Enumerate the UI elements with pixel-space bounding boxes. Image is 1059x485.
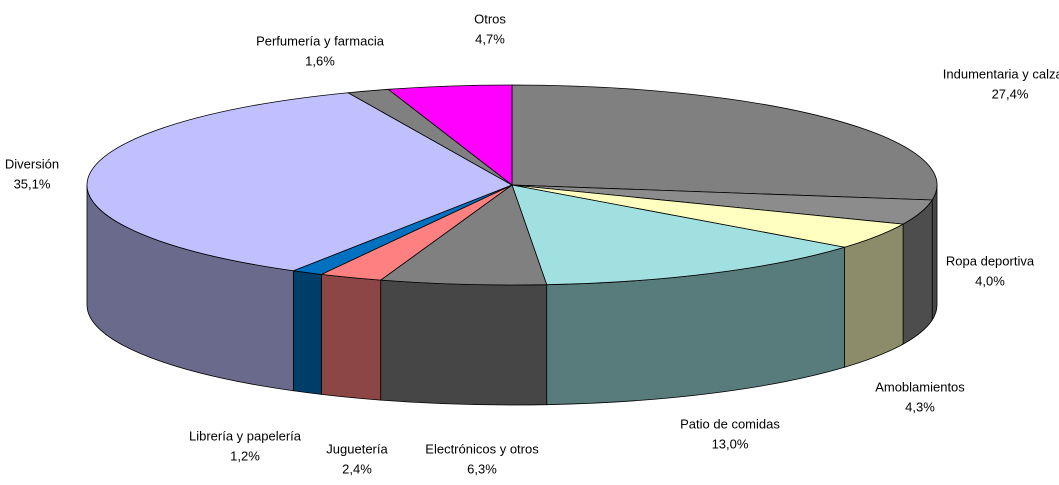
slice (511, 84, 938, 201)
value-label: 35,1% (14, 176, 51, 191)
slice-label: Indumentaria y calzado (943, 66, 1059, 81)
slice-side (931, 184, 938, 322)
slice-label: Perfumería y farmacia (256, 33, 385, 48)
value-label: 4,3% (905, 399, 935, 414)
slice (379, 184, 548, 286)
value-label: 1,2% (230, 448, 260, 463)
value-label: 4,7% (475, 31, 505, 46)
slice-label: Juguetería (326, 441, 388, 456)
slice (86, 92, 513, 272)
slice-side (321, 273, 382, 401)
slice-label: Diversión (5, 156, 59, 171)
value-label: 1,6% (305, 53, 335, 68)
slice-label: Otros (474, 11, 506, 26)
slice-side (292, 270, 322, 395)
slice-label: Librería y papelería (189, 428, 302, 443)
value-label: 6,3% (467, 461, 497, 476)
value-label: 4,0% (975, 273, 1005, 288)
value-label: 2,4% (342, 461, 372, 476)
slice-label: Patio de comidas (680, 416, 780, 431)
value-label: 27,4% (992, 86, 1029, 101)
slice (511, 184, 845, 286)
slice-label: Amoblamientos (875, 379, 965, 394)
slice-side (380, 279, 548, 406)
slice (387, 84, 513, 186)
value-label: 13,0% (712, 436, 749, 451)
slice-label: Electrónicos y otros (425, 441, 539, 456)
slice-side (844, 223, 904, 368)
slice-label: Ropa deportiva (946, 253, 1035, 268)
